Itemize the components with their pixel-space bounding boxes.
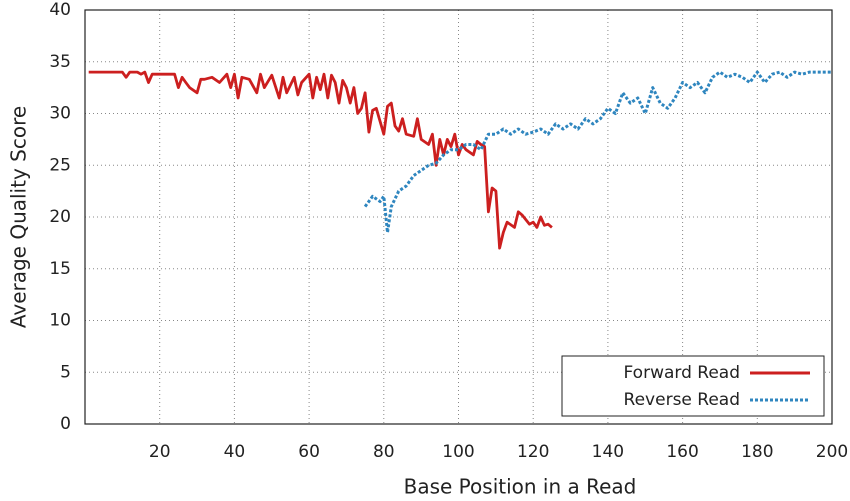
x-tick-label: 60 <box>298 442 320 462</box>
y-tick-label: 30 <box>49 104 71 124</box>
y-tick-label: 25 <box>49 155 71 175</box>
plot-frame <box>84 9 833 425</box>
y-tick-label: 40 <box>49 0 71 20</box>
x-tick-label: 140 <box>592 442 624 462</box>
y-tick-label: 20 <box>49 207 71 227</box>
x-tick-label: 160 <box>666 442 698 462</box>
y-tick-label: 0 <box>60 414 71 434</box>
y-axis-label: Average Quality Score <box>7 106 31 328</box>
series-line <box>363 70 832 234</box>
series-line <box>88 70 553 250</box>
x-tick-label: 200 <box>816 442 848 462</box>
y-tick-label: 10 <box>49 311 71 331</box>
legend-label: Reverse Read <box>624 390 740 410</box>
y-tick-label: 35 <box>49 52 71 72</box>
x-tick-label: 40 <box>224 442 246 462</box>
x-tick-label: 100 <box>442 442 474 462</box>
x-tick-label: 80 <box>373 442 395 462</box>
x-tick-label: 20 <box>149 442 171 462</box>
x-tick-label: 180 <box>741 442 773 462</box>
y-tick-label: 5 <box>60 362 71 382</box>
legend-box <box>561 355 825 417</box>
y-tick-label: 15 <box>49 259 71 279</box>
x-tick-label: 120 <box>517 442 549 462</box>
legend-label: Forward Read <box>624 363 741 383</box>
x-axis-label: Base Position in a Read <box>404 475 637 499</box>
